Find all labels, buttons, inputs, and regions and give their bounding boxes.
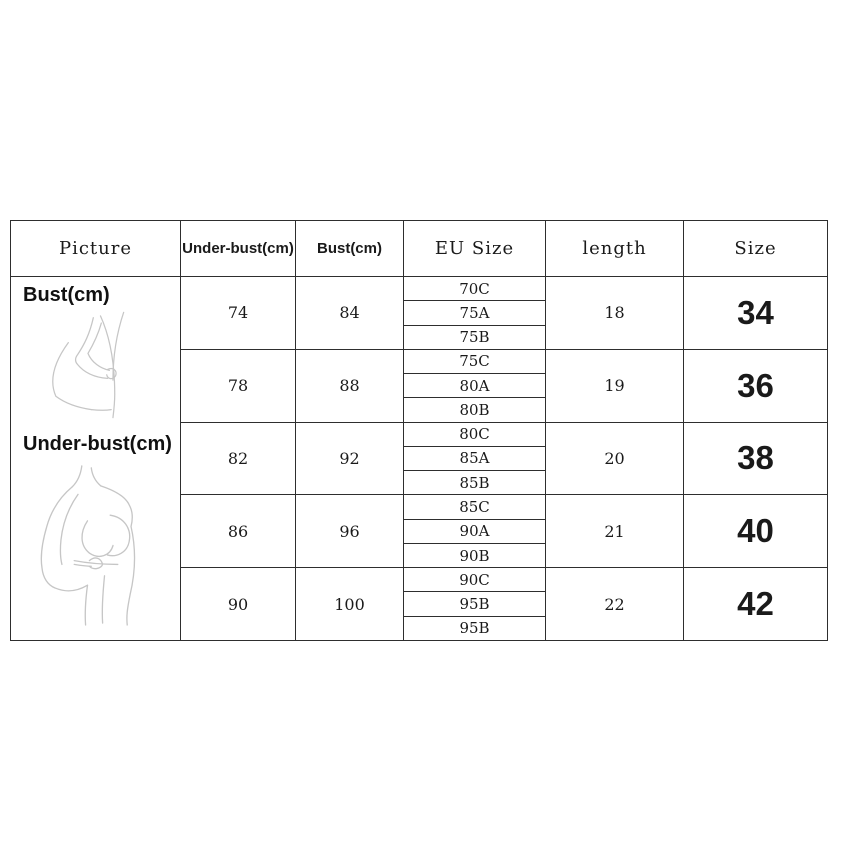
eu-size-value: 80B <box>403 397 546 423</box>
eu-size-value: 75C <box>403 348 546 375</box>
eu-size-value: 90A <box>403 518 546 544</box>
underbust-measure-sketch <box>40 465 135 626</box>
length-value: 22 <box>545 567 684 641</box>
size-value: 34 <box>683 276 828 350</box>
eu-size-value: 75B <box>403 324 546 350</box>
size-value: 38 <box>683 421 828 496</box>
eu-size-value: 85B <box>403 470 546 496</box>
header-under-bust: Under-bust(cm) <box>180 220 296 277</box>
size-value: 40 <box>683 494 828 569</box>
length-value: 18 <box>545 276 684 350</box>
bust-value: 100 <box>295 567 404 641</box>
header-eu-size: EU Size <box>403 220 546 277</box>
eu-size-value: 75A <box>403 300 546 326</box>
table-row: 80B <box>11 397 828 423</box>
header-picture: Picture <box>10 220 181 277</box>
header-bust: Bust(cm) <box>295 220 404 277</box>
eu-size-value: 85A <box>403 445 546 472</box>
eu-size-value: 80C <box>403 421 546 447</box>
table-row: Bust(cm) Under-bust(cm) <box>10 275 828 641</box>
table-row: 75B <box>11 324 828 350</box>
eu-size-value: 95B <box>403 591 546 617</box>
under-bust-value: 74 <box>180 276 296 350</box>
table-row: 95B <box>11 615 828 641</box>
size-value: 36 <box>683 348 828 423</box>
table-row: 80A <box>11 373 828 399</box>
table-row: 86 96 85C 21 40 <box>11 494 828 569</box>
table-row: 95B <box>11 591 828 617</box>
eu-size-value: 85C <box>403 494 546 520</box>
under-bust-value: 86 <box>180 494 296 569</box>
bust-label: Bust(cm) <box>23 284 110 306</box>
eu-size-value: 90C <box>403 567 546 593</box>
under-bust-value: 90 <box>180 567 296 641</box>
bust-value: 84 <box>295 276 404 350</box>
picture-cell: Bust(cm) Under-bust(cm) <box>10 276 181 641</box>
table-row: 75A <box>11 300 828 326</box>
under-bust-label: Under-bust(cm) <box>23 433 172 455</box>
eu-size-value: 95B <box>403 615 546 641</box>
length-value: 21 <box>545 494 684 569</box>
bust-measure-sketch <box>51 311 124 419</box>
bust-value: 88 <box>295 348 404 423</box>
under-bust-value: 82 <box>180 421 296 496</box>
header-length: length <box>545 220 684 277</box>
size-value: 42 <box>683 567 828 641</box>
bust-value: 92 <box>295 421 404 496</box>
length-value: 20 <box>545 421 684 496</box>
table-row: 90B <box>11 542 828 569</box>
header-size: Size <box>683 220 828 277</box>
table-row: 90A <box>11 518 828 544</box>
under-bust-value: 78 <box>180 348 296 423</box>
eu-size-value: 80A <box>403 373 546 399</box>
eu-size-value: 70C <box>403 275 546 302</box>
eu-size-value: 90B <box>403 542 546 569</box>
size-chart-table: Picture Under-bust(cm) Bust(cm) EU Size … <box>10 220 828 641</box>
header-row: Picture Under-bust(cm) Bust(cm) EU Size … <box>10 220 828 277</box>
table-row: 78 88 75C 19 36 <box>11 348 828 423</box>
bust-value: 96 <box>295 494 404 569</box>
table-row: 82 92 80C 20 38 <box>11 421 828 496</box>
length-value: 19 <box>545 348 684 423</box>
